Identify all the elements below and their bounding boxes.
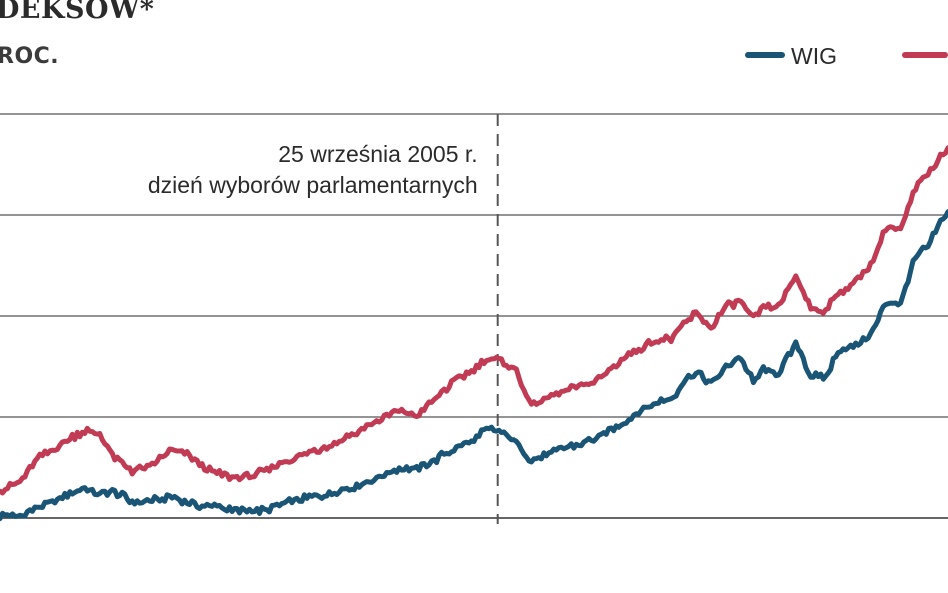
annotation-label: dzień wyborów parlamentarnych — [148, 172, 478, 198]
annotation-date: 25 września 2005 r. — [278, 141, 477, 167]
series-line-second — [0, 145, 948, 496]
legend-label-wig: WIG — [791, 43, 837, 69]
annotation-background — [97, 138, 490, 202]
chart-title-fragment: DEKSÓW* — [0, 0, 155, 25]
series-lines — [0, 145, 948, 522]
chart-subtitle-fragment: ROC. — [0, 44, 60, 69]
series-line-wig — [0, 209, 948, 522]
gridlines — [0, 113, 948, 519]
legend: WIG — [745, 43, 948, 69]
annotation-backdrop — [97, 138, 490, 202]
